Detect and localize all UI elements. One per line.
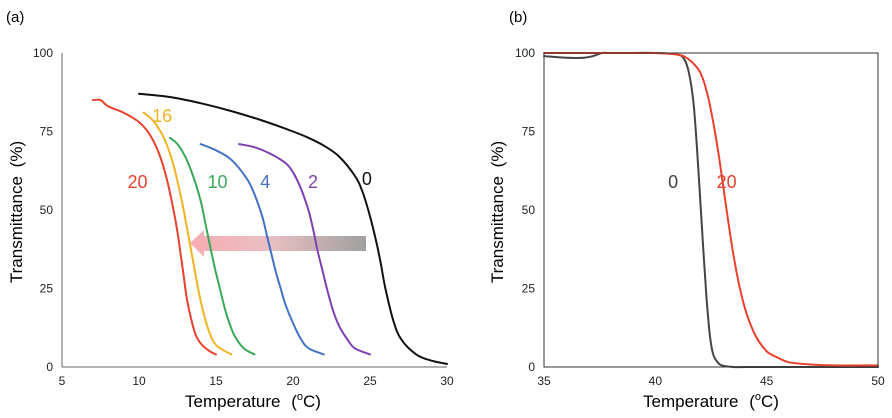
curve-label-4: 4 <box>260 172 270 192</box>
x-axis-unit-close: C) <box>761 392 779 411</box>
y-tick-label: 50 <box>40 203 54 217</box>
panel-label: (b) <box>509 9 527 26</box>
x-tick-label: 25 <box>363 374 377 388</box>
curve-label-20: 20 <box>717 172 737 192</box>
series-line-0 <box>138 92 448 365</box>
y-axis-title-main: Transmittance <box>488 176 507 283</box>
x-tick-label: 50 <box>871 374 885 388</box>
y-tick-label: 25 <box>522 282 536 296</box>
x-axis-unit-open: ( <box>749 392 755 411</box>
x-tick-label: 35 <box>537 374 551 388</box>
series-line-10 <box>168 136 256 356</box>
panel-label: (a) <box>6 9 24 26</box>
series-line-16 <box>142 111 233 356</box>
chart-panel-a: (a) 0 25 50 75 100 5 10 15 20 25 30 0 2 4 10 16 20 Tem… <box>6 9 454 411</box>
x-axis-unit-sup: o <box>297 391 303 403</box>
series-line-2 <box>238 143 371 356</box>
x-axis-title-main: Temperature <box>643 392 738 411</box>
series-line-20 <box>543 51 879 367</box>
x-tick-label: 40 <box>649 374 663 388</box>
x-tick-label: 20 <box>286 374 300 388</box>
trend-arrow <box>190 230 366 257</box>
curve-label-0: 0 <box>668 172 678 192</box>
y-tick-label: 75 <box>40 125 54 139</box>
y-tick-label: 0 <box>46 360 53 374</box>
series-line-20 <box>91 98 217 356</box>
y-axis-unit: (%) <box>488 141 507 167</box>
curve-label-0: 0 <box>362 169 372 189</box>
curve-label-2: 2 <box>308 172 318 192</box>
x-axis-title: Temperature (oC) <box>185 391 321 411</box>
x-axis-title-main: Temperature <box>185 392 280 411</box>
series-line-0 <box>543 51 879 369</box>
y-axis-title: Transmittance (%) <box>488 141 507 283</box>
plot-frame <box>543 52 879 368</box>
x-tick-label: 15 <box>209 374 223 388</box>
x-axis-unit-open: ( <box>291 392 297 411</box>
x-axis-unit-close: C) <box>303 392 321 411</box>
y-axis-unit: (%) <box>7 141 26 167</box>
y-tick-label: 100 <box>515 46 535 60</box>
x-tick-label: 45 <box>760 374 774 388</box>
y-tick-label: 50 <box>522 203 536 217</box>
y-axis-title: Transmittance (%) <box>7 141 26 283</box>
curve-label-10: 10 <box>208 172 228 192</box>
x-tick-label: 5 <box>59 374 66 388</box>
y-tick-label: 0 <box>528 360 535 374</box>
x-tick-label: 30 <box>440 374 454 388</box>
y-axis-title-main: Transmittance <box>7 176 26 283</box>
x-axis-title: Temperature (oC) <box>643 391 779 411</box>
series-line-4 <box>199 143 325 356</box>
curve-label-16: 16 <box>152 106 172 126</box>
y-tick-label: 100 <box>33 46 53 60</box>
y-tick-label: 25 <box>40 282 54 296</box>
y-tick-label: 75 <box>522 125 536 139</box>
x-tick-label: 10 <box>132 374 146 388</box>
curve-label-20: 20 <box>127 172 147 192</box>
x-axis-unit-sup: o <box>755 391 761 403</box>
chart-panel-b: (b) 0 25 50 75 100 35 40 45 50 0 20 Temperature … <box>488 9 885 411</box>
